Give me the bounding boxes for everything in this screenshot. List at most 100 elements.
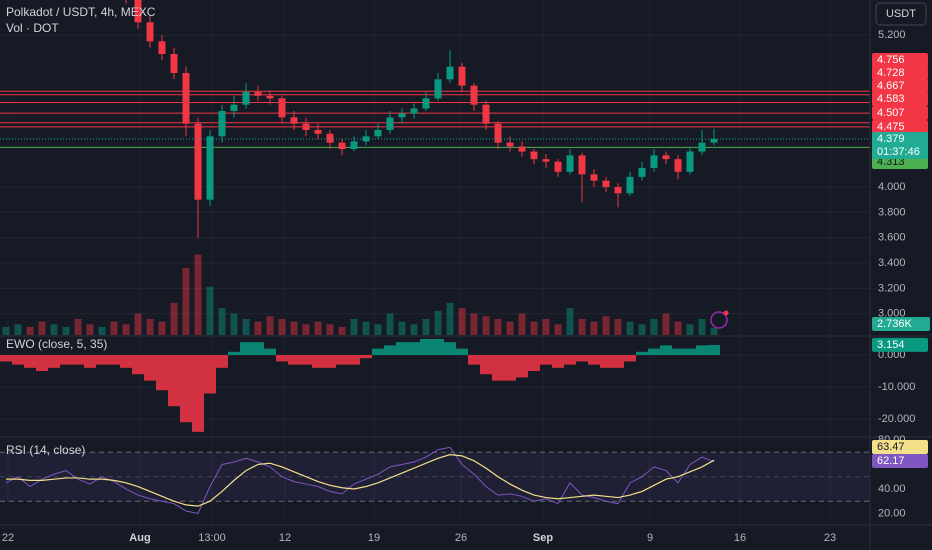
candle-body xyxy=(650,155,658,169)
ewo-bar xyxy=(468,355,480,365)
volume-bar xyxy=(602,316,610,335)
candle-body xyxy=(230,104,238,111)
ewo-bar xyxy=(636,351,648,356)
ewo-bar xyxy=(612,355,624,368)
currency-button-label[interactable]: USDT xyxy=(886,8,916,20)
ewo-last-label: 3.154 xyxy=(877,339,905,351)
volume-bar xyxy=(170,302,178,335)
candle-body xyxy=(422,98,430,109)
volume-bar xyxy=(686,324,694,335)
ewo-bar xyxy=(672,348,684,356)
ewo-bar xyxy=(528,355,540,372)
ewo-bar xyxy=(132,355,144,375)
ewo-bar xyxy=(360,355,372,359)
y-tick-label: 3.600 xyxy=(878,232,906,244)
volume-bar xyxy=(254,321,262,335)
candle-body xyxy=(350,141,358,150)
resistance-label-box xyxy=(872,66,928,80)
alert-dot xyxy=(723,310,729,316)
rsi-last-box xyxy=(872,454,928,468)
volume-bar xyxy=(206,286,214,335)
alert-icon[interactable] xyxy=(710,311,728,329)
volume-bar xyxy=(218,308,226,335)
resistance-label-box xyxy=(872,79,928,93)
volume-bar xyxy=(614,318,622,335)
x-tick-label: Sep xyxy=(533,532,553,544)
last-price-box xyxy=(872,132,928,159)
ewo-tick-label: -10.000 xyxy=(878,381,915,393)
candle-body xyxy=(158,41,166,54)
candle-body xyxy=(638,168,646,177)
resistance-label: 4.728 xyxy=(877,67,905,79)
ewo-bar xyxy=(240,342,252,356)
volume-bar xyxy=(434,310,442,335)
ewo-bar xyxy=(396,342,408,356)
price-pane xyxy=(0,0,870,335)
ewo-bar xyxy=(336,355,348,365)
ewo-bar xyxy=(324,355,336,368)
currency-button[interactable] xyxy=(875,2,927,26)
x-tick-label: 19 xyxy=(368,532,380,544)
candle-body xyxy=(566,155,574,172)
candle-body xyxy=(182,72,190,124)
countdown-label: 01:37:46 xyxy=(877,146,920,158)
volume-bar xyxy=(530,321,538,335)
rsi-tick-label: 40.00 xyxy=(878,483,906,495)
ewo-bar xyxy=(84,355,96,368)
ewo-bar xyxy=(708,344,720,356)
x-tick-label: 26 xyxy=(455,532,467,544)
ewo-bar xyxy=(648,348,660,356)
ewo-bar xyxy=(348,355,360,365)
ewo-bar xyxy=(252,342,264,356)
volume-last-label: 2.736K xyxy=(877,318,913,330)
volume-bar xyxy=(2,326,10,335)
volume-bar xyxy=(26,326,34,335)
candle-body xyxy=(398,113,406,118)
resistance-label-box xyxy=(872,120,928,134)
volume-bar xyxy=(566,308,574,335)
resistance-label: 4.475 xyxy=(877,121,905,133)
x-tick-label: 13:00 xyxy=(198,532,226,544)
volume-bar xyxy=(278,318,286,335)
volume-bar xyxy=(350,318,358,335)
ewo-bar xyxy=(288,355,300,365)
x-tick-label: 9 xyxy=(647,532,653,544)
x-tick-label: 23 xyxy=(824,532,836,544)
rsi-pane xyxy=(0,446,870,515)
volume-bar xyxy=(62,326,70,335)
ewo-bar xyxy=(408,342,420,356)
volume-bar xyxy=(506,321,514,335)
resistance-label: 4.756 xyxy=(877,54,905,66)
rsi-ma-box xyxy=(872,440,928,454)
y-tick-label: 3.400 xyxy=(878,257,906,269)
volume-bar xyxy=(446,302,454,335)
candle-body xyxy=(602,180,610,188)
volume-bar xyxy=(158,321,166,335)
candle-body xyxy=(146,22,154,42)
volume-bar xyxy=(14,324,22,335)
ewo-bar xyxy=(192,355,204,432)
ewo-bar xyxy=(60,355,72,365)
y-tick-label: 3.800 xyxy=(878,206,906,218)
volume-bar xyxy=(482,316,490,335)
ewo-bar xyxy=(36,355,48,372)
resistance-label: 4.507 xyxy=(877,107,905,119)
candle-body xyxy=(614,187,622,194)
candle-body xyxy=(206,136,214,200)
rsi-legend: RSI (14, close) xyxy=(6,443,85,457)
ewo-bar xyxy=(204,355,216,394)
resistance-label-box xyxy=(872,92,928,106)
candle-body xyxy=(446,66,454,80)
ewo-bar xyxy=(312,355,324,368)
candle-body xyxy=(242,91,250,105)
volume-bar xyxy=(698,318,706,335)
price-axis: 5.200 4.000 3.800 3.600 3.400 3.200 3.000 4.756… xyxy=(872,29,930,519)
volume-bar xyxy=(494,318,502,335)
candle-body xyxy=(302,123,310,130)
volume-bar xyxy=(338,326,346,335)
volume-bar xyxy=(398,321,406,335)
candle-body xyxy=(434,79,442,99)
rsi-line xyxy=(5,446,715,515)
resistance-label-box xyxy=(872,106,928,120)
ewo-bar xyxy=(264,348,276,356)
